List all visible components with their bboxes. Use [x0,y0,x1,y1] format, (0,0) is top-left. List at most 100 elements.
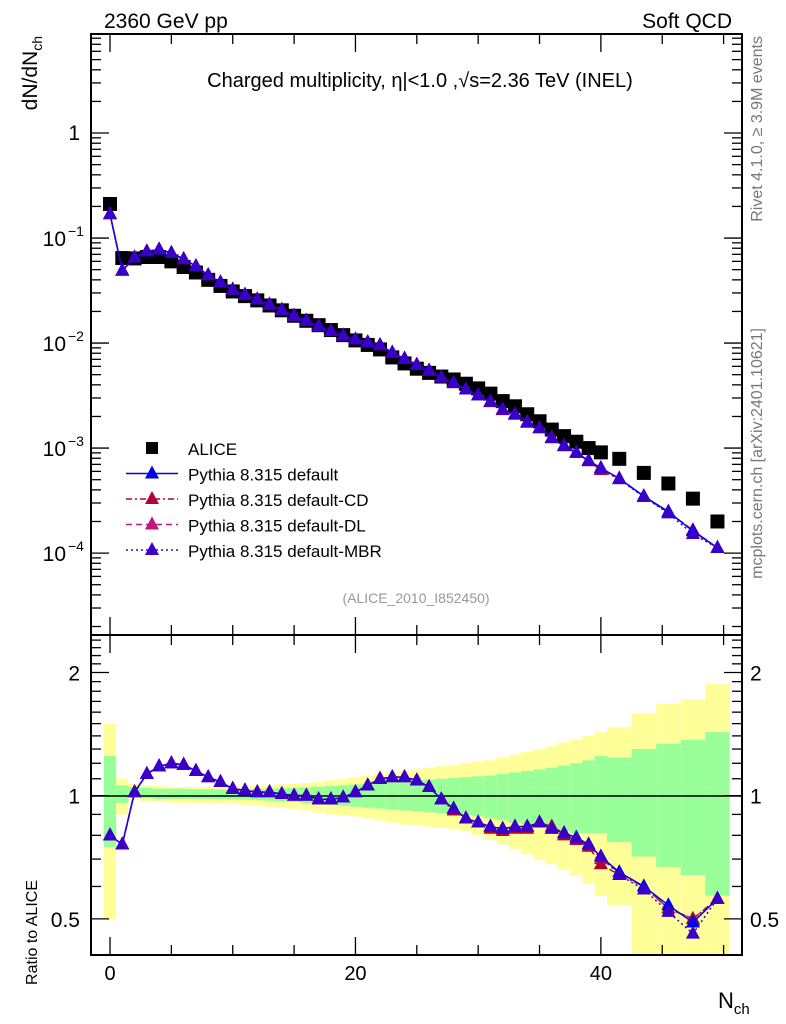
ratio-point-triangle [397,769,412,783]
data-point-triangle [262,296,277,310]
ratio-point-triangle [139,765,154,779]
y-tick-label: 10 [43,228,66,251]
x-tick-label: 0 [104,963,115,985]
ratio-point-triangle [103,827,118,841]
legend-marker-square [146,442,158,454]
data-point-triangle [250,291,265,305]
ratio-point-triangle [495,820,510,834]
ratio-point-triangle [483,818,498,832]
data-point-triangle [569,444,584,458]
ratio-point-triangle [152,758,167,772]
ratio-point-triangle [176,756,191,770]
data-point-triangle [544,430,559,444]
data-point-triangle [685,526,700,540]
ratio-point-triangle [520,818,535,832]
ratio-point-triangle [593,848,608,862]
data-point-triangle [139,243,154,257]
data-point-triangle [710,539,725,553]
ratio-point-triangle [372,770,387,784]
data-point-triangle [103,206,118,220]
data-point-triangle [152,241,167,255]
data-point-triangle [323,322,338,336]
stat-uncertainty-band [214,789,227,800]
legend-marker-triangle [145,491,159,504]
data-point-square [612,451,627,466]
ratio-point-triangle [262,784,277,798]
ratio-point-triangle [201,769,216,783]
legend-label: Pythia 8.315 default-DL [188,517,366,536]
data-point-triangle [581,452,596,466]
data-point-triangle [213,274,228,288]
data-point-square [569,434,584,449]
ratio-point-triangle [471,814,486,828]
stat-uncertainty-band [140,787,153,799]
stat-uncertainty-band [496,773,509,821]
ratio-point-triangle [238,782,253,796]
header-left: 2360 GeV pp [104,10,228,33]
ratio-point-triangle [323,791,338,805]
stat-uncertainty-band [570,763,583,834]
ratio-point-triangle [593,856,608,870]
legend-label: Pythia 8.315 default-CD [188,491,369,510]
rivet-label: Rivet 4.1.0, ≥ 3.9M events [749,36,766,222]
data-point-triangle [287,307,302,321]
ratio-point-triangle [213,774,228,788]
y-tick-label: 10 [43,438,66,461]
ratio-point-triangle [127,784,142,798]
stat-uncertainty-band [594,756,608,834]
ratio-point-triangle [250,784,265,798]
y-tick-exponent: −2 [68,328,84,344]
ratio-point-triangle [311,791,326,805]
ratio-point-triangle [348,784,363,798]
ratio-point-triangle [581,836,596,850]
ratio-point-triangle [434,791,449,805]
data-point-triangle [201,267,216,281]
ratio-line-4 [109,762,719,935]
data-point-triangle [507,406,522,420]
data-point-triangle [164,245,179,259]
data-point-square [495,394,510,409]
legend-marker-triangle [145,542,159,555]
data-point-triangle [397,350,412,364]
ratio-point-triangle [661,897,676,911]
data-point-triangle [471,387,486,401]
data-point-triangle [422,362,437,376]
header-right: Soft QCD [642,10,732,33]
data-point-square [710,514,725,529]
data-point-triangle [409,356,424,370]
stat-uncertainty-band [152,788,166,799]
ratio-point-triangle [299,787,314,801]
chart-title: Charged multiplicity, η|<1.0 ,√s=2.36 Te… [207,70,633,92]
ratio-ylabel: Ratio to ALICE [24,880,41,985]
x-axis-label: Nch [718,988,750,1018]
main-ylabel: dN/dNch [19,36,45,110]
x-tick-label: 40 [590,963,612,985]
data-point-triangle [225,281,240,295]
ratio-point-triangle [685,914,700,928]
data-point-triangle [434,369,449,383]
stat-uncertainty-band [116,785,129,803]
ratio-point-triangle [569,829,584,843]
ratio-y-tick-label: 2 [68,663,80,686]
stat-uncertainty-band [557,765,571,831]
ratio-point-triangle [532,814,547,828]
ratio-point-triangle [274,785,289,799]
ratio-point-triangle [188,762,203,776]
data-point-triangle [176,251,191,265]
data-point-square [661,476,676,491]
legend: ALICE Pythia 8.315 default Pythia 8.315 de… [126,440,382,561]
ratio-point-triangle [422,779,437,793]
ratio-y-tick-label-right: 0.5 [750,909,779,932]
legend-label: Pythia 8.315 default-MBR [188,542,382,561]
data-point-triangle [458,381,473,395]
data-point-triangle [311,318,326,332]
legend-label: ALICE [188,440,237,459]
ratio-point-triangle [507,818,522,832]
x-tick-label: 20 [344,963,366,985]
ratio-point-triangle [115,836,130,850]
ratio-point-triangle [409,772,424,786]
ratio-uncertainty-bands [103,683,730,955]
main-series [103,196,725,553]
